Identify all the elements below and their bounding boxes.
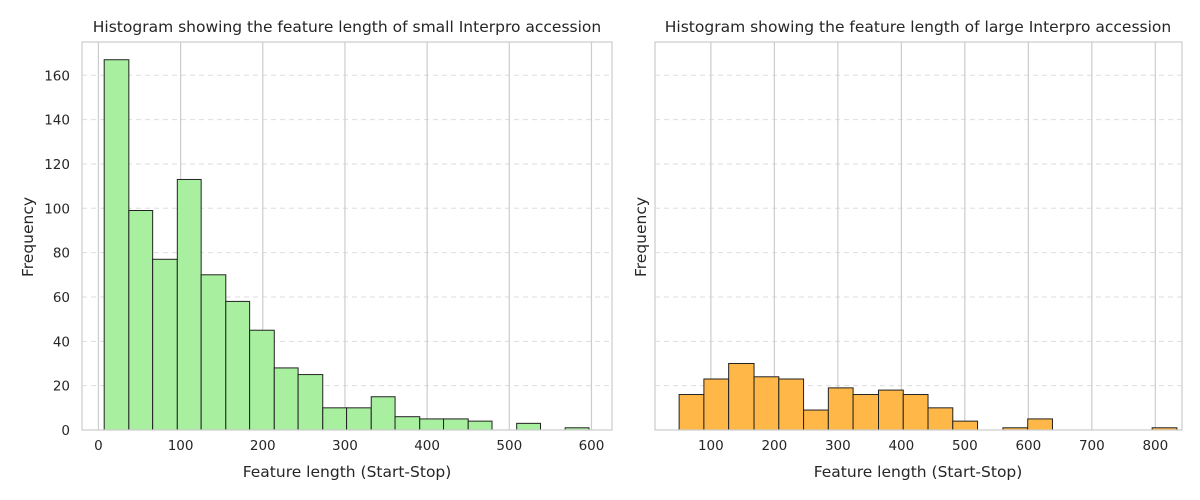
x-axis-label-large: Feature length (Start-Stop) [814, 463, 1023, 481]
x-tick-label-small: 300 [332, 438, 358, 454]
x-tick-label-small: 0 [94, 438, 103, 454]
x-tick-label-small: 400 [414, 438, 440, 454]
histogram-bar-large-8 [877, 389, 904, 431]
large-accession-histogram: Histogram showing the feature length of … [632, 18, 1183, 481]
histogram-bar-small-4 [200, 274, 227, 431]
histogram-bar-small-10 [346, 407, 372, 431]
histogram-bar-large-11 [952, 420, 979, 431]
histogram-bar-small-6 [249, 329, 275, 431]
histogram-bar-small-8 [297, 374, 324, 431]
x-axis-label-small: Feature length (Start-Stop) [243, 463, 452, 481]
histogram-bar-small-3 [176, 178, 202, 431]
histogram-bar-small-12 [394, 416, 421, 431]
histogram-bar-large-9 [902, 394, 929, 431]
y-axis-label-large: Frequency [632, 197, 650, 277]
y-axis-label-small: Frequency [19, 197, 37, 277]
histogram-bar-large-5 [803, 409, 829, 431]
x-tick-label-large: 500 [952, 438, 978, 454]
y-tick-label-small: 20 [53, 379, 70, 395]
x-tick-label-large: 400 [888, 438, 914, 454]
plot-area-large: 100 200 300 400 500 600 700 800 [654, 41, 1183, 454]
x-tick-label-small: 600 [579, 438, 605, 454]
x-tick-label-large: 300 [825, 438, 851, 454]
histogram-bar-small-1 [128, 210, 154, 431]
histogram-bar-large-0 [678, 394, 705, 431]
histogram-bar-small-2 [152, 258, 178, 431]
histogram-bar-small-14 [443, 418, 469, 431]
histogram-bar-large-4 [778, 378, 805, 431]
y-tick-label-small: 0 [61, 423, 70, 439]
histogram-bar-small-11 [370, 396, 396, 431]
x-tick-label-large: 100 [698, 438, 724, 454]
plot-area-small: 0 100 200 300 400 500 600 0 20 40 60 80 100 120 140 160 [44, 41, 613, 454]
chart-title-large: Histogram showing the feature length of … [665, 18, 1171, 36]
x-tick-label-small: 100 [168, 438, 194, 454]
y-tick-label-small: 100 [44, 201, 70, 217]
y-tick-label-small: 160 [44, 68, 70, 84]
y-tick-label-small: 40 [53, 334, 70, 350]
histogram-bar-large-2 [728, 362, 755, 431]
x-tick-label-large: 800 [1142, 438, 1168, 454]
x-tick-label-large: 700 [1079, 438, 1105, 454]
histogram-bar-large-1 [703, 378, 730, 431]
x-tick-label-large: 600 [1015, 438, 1041, 454]
histogram-bar-small-13 [419, 418, 445, 431]
histogram-bar-small-7 [273, 367, 299, 431]
histogram-bar-large-7 [852, 394, 879, 431]
plot-frame-small [81, 41, 613, 431]
x-tick-label-small: 500 [496, 438, 522, 454]
y-tick-label-small: 80 [53, 246, 70, 262]
histogram-bar-large-3 [753, 376, 780, 431]
chart-title-small: Histogram showing the feature length of … [93, 18, 601, 36]
histogram-bar-small-9 [322, 407, 348, 431]
plot-frame-large [654, 41, 1183, 431]
histogram-bar-small-15 [467, 420, 493, 431]
x-tick-label-small: 200 [250, 438, 276, 454]
y-tick-label-small: 120 [44, 157, 70, 173]
histogram-bar-large-6 [827, 387, 854, 431]
histogram-bar-small-5 [225, 300, 251, 431]
y-tick-label-small: 140 [44, 113, 70, 129]
histogram-bar-small-17 [516, 422, 542, 431]
histogram-bar-small-0 [103, 59, 130, 431]
small-accession-histogram: Histogram showing the feature length of … [19, 18, 613, 481]
y-tick-label-small: 60 [53, 290, 70, 306]
histogram-bar-large-14 [1027, 418, 1053, 431]
x-tick-label-large: 200 [761, 438, 787, 454]
histogram-bar-large-10 [927, 407, 954, 431]
